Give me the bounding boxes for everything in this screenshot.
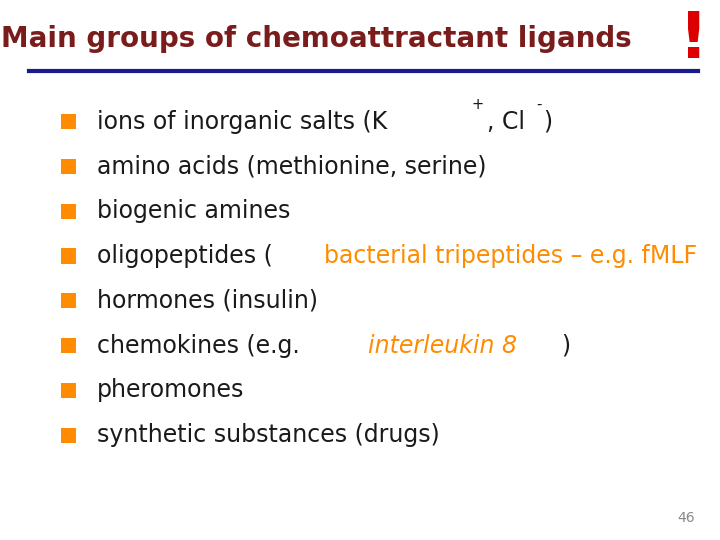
Text: !: ! (679, 10, 708, 71)
Text: ): ) (544, 110, 552, 133)
Text: ): ) (561, 334, 570, 357)
Bar (60, 204, 76, 219)
Text: bacterial tripeptides – e.g. fMLF: bacterial tripeptides – e.g. fMLF (324, 244, 697, 268)
Text: synthetic substances (drugs): synthetic substances (drugs) (97, 423, 440, 447)
Bar (60, 114, 76, 129)
Bar (60, 338, 76, 353)
Bar (60, 248, 76, 264)
Text: oligopeptides (: oligopeptides ( (97, 244, 273, 268)
Text: hormones (insulin): hormones (insulin) (97, 289, 318, 313)
Text: pheromones: pheromones (97, 379, 245, 402)
Text: -: - (536, 97, 541, 112)
Text: 46: 46 (678, 511, 695, 525)
Bar (60, 428, 76, 443)
Text: interleukin 8: interleukin 8 (369, 334, 518, 357)
Text: ions of inorganic salts (K: ions of inorganic salts (K (97, 110, 387, 133)
Text: amino acids (methionine, serine): amino acids (methionine, serine) (97, 154, 487, 178)
Text: , Cl: , Cl (487, 110, 526, 133)
Bar (60, 293, 76, 308)
Bar (60, 383, 76, 398)
Text: Main groups of chemoattractant ligands: Main groups of chemoattractant ligands (1, 25, 632, 53)
Text: +: + (472, 97, 484, 112)
Text: chemokines (e.g.: chemokines (e.g. (97, 334, 307, 357)
Text: biogenic amines: biogenic amines (97, 199, 291, 223)
Bar (60, 159, 76, 174)
